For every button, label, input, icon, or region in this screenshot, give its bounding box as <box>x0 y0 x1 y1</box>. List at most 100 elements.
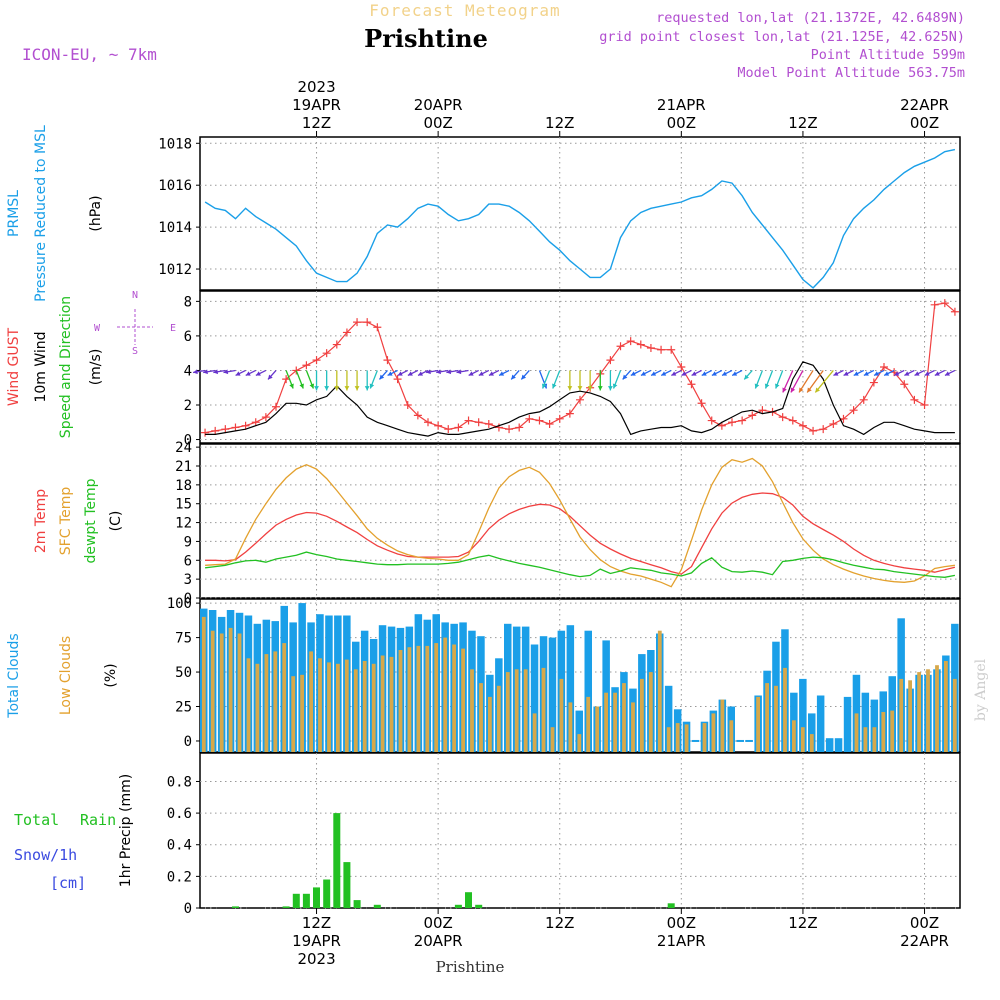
precip-bar <box>454 904 462 908</box>
low-cloud-bar <box>800 727 805 752</box>
wind-arrow-head <box>807 387 812 393</box>
compass-n: N <box>132 290 138 301</box>
panel-frame <box>199 752 961 909</box>
y-tick-label: 0 <box>184 734 192 750</box>
gust-marker <box>565 409 574 418</box>
wind-arrow-head <box>418 371 423 376</box>
wind-arrow-head <box>577 386 583 391</box>
low-cloud-bar <box>622 683 626 752</box>
wind-arrow-head <box>630 371 636 376</box>
wind-arrow-head <box>711 371 717 376</box>
y-tick-label: 6 <box>184 329 192 345</box>
low-cloud-bar <box>496 685 501 752</box>
y-tick-label: 1018 <box>158 136 192 152</box>
gust-marker <box>261 413 270 422</box>
low-cloud-bar <box>631 702 635 752</box>
gust-marker <box>342 328 351 337</box>
gust-marker <box>758 406 767 415</box>
low-cloud-bar <box>711 713 716 752</box>
low-cloud-bar <box>926 669 930 752</box>
low-cloud-bar <box>434 643 439 752</box>
low-cloud-bar <box>863 727 868 752</box>
y-tick-label: 8 <box>184 294 192 310</box>
gust-marker <box>910 395 919 404</box>
low-cloud-bar <box>577 734 582 752</box>
low-cloud-bar <box>550 727 555 752</box>
gust-marker <box>859 395 868 404</box>
top-time-label: 12Z <box>788 114 817 132</box>
wind-arrow-head <box>552 383 557 389</box>
wind-arrow-head <box>511 374 516 380</box>
axis-label: 2m Temp <box>33 489 49 553</box>
y-tick-label: 1014 <box>158 220 192 236</box>
low-cloud-bar <box>952 678 957 752</box>
y-tick-label: 50 <box>175 665 192 681</box>
wind-arrow-head <box>681 371 687 376</box>
precip-bar <box>343 862 351 908</box>
sfc-temp-line <box>205 457 955 588</box>
axis-label: SFC Temp <box>58 487 74 556</box>
gust-marker <box>403 401 412 409</box>
wind-arrow-head <box>661 371 667 376</box>
bottom-time-label: 00Z <box>910 914 939 932</box>
bottom-time-label: 22APR <box>900 932 949 950</box>
wind-arrow-head <box>397 371 403 376</box>
low-cloud-bar <box>729 720 734 752</box>
panel-frame <box>199 443 961 599</box>
gust-marker <box>798 421 807 430</box>
gust-marker <box>849 406 858 415</box>
low-cloud-bar <box>246 658 251 752</box>
panel-frame <box>199 136 961 291</box>
low-cloud-bar <box>389 656 394 752</box>
y-tick-label: 0 <box>184 433 192 449</box>
low-cloud-bar <box>362 661 367 752</box>
gust-marker <box>697 399 706 408</box>
total-cloud-bar <box>808 713 816 752</box>
bottom-time-label: 21APR <box>657 932 706 950</box>
wind-arrow-head <box>354 386 360 391</box>
wind-arrow-head <box>863 371 869 376</box>
wind-arrow-head <box>567 386 573 391</box>
gust-marker <box>930 300 939 309</box>
low-cloud-bar <box>380 655 385 752</box>
gust-marker <box>474 418 483 427</box>
wind-arrow <box>806 370 824 393</box>
gust-marker <box>728 418 736 427</box>
gust-marker <box>555 414 564 423</box>
bottom-time-label: 12Z <box>302 914 331 932</box>
low-cloud-bar <box>917 672 921 752</box>
wind-arrow-head <box>407 371 413 376</box>
low-cloud-bar <box>809 734 814 752</box>
y-tick-label: 21 <box>175 459 192 475</box>
gust-marker <box>241 421 250 430</box>
low-cloud-bar <box>944 661 948 752</box>
total-cloud-bar <box>861 692 870 752</box>
precip-bar <box>282 906 290 908</box>
y-tick-label: 6 <box>184 553 192 569</box>
low-cloud-bar <box>586 696 591 752</box>
pressure-line <box>204 148 956 289</box>
axis-label: (m/s) <box>88 349 104 386</box>
y-tick-label: 9 <box>184 534 192 550</box>
gust-marker <box>646 344 655 352</box>
gust-marker <box>221 425 230 434</box>
low-cloud-bar <box>774 685 778 752</box>
wind-arrow-head <box>732 371 738 376</box>
wind-arrow-head <box>764 383 770 389</box>
y-tick-label: 18 <box>175 478 192 494</box>
top-time-label: 22APR <box>900 96 949 114</box>
wind-arrow-head <box>597 386 603 391</box>
wind-arrow-head <box>255 371 261 376</box>
wind-arrow-head <box>223 369 229 375</box>
top-time-label: 2023 <box>297 78 335 96</box>
wind-arrow-head <box>612 383 618 389</box>
low-cloud-bar <box>908 680 912 752</box>
gust-marker <box>576 395 584 404</box>
low-cloud-bar <box>872 727 877 752</box>
low-cloud-bar <box>684 724 689 752</box>
low-cloud-bar <box>783 667 787 752</box>
wind-arrow-head <box>309 383 315 389</box>
wind-arrow-head <box>622 374 628 380</box>
wind-arrow-head <box>268 374 273 380</box>
wind-arrow-head <box>235 371 241 376</box>
